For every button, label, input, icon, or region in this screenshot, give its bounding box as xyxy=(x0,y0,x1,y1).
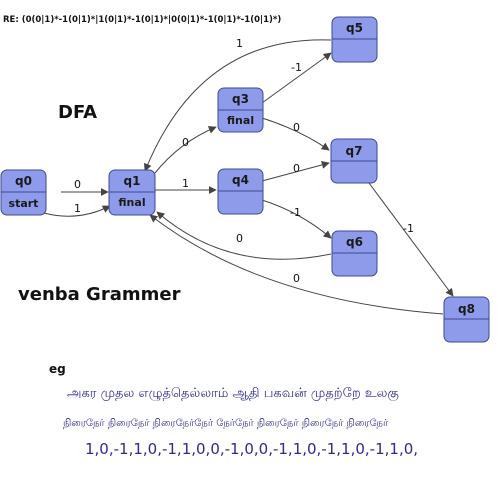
state-q3[interactable]: q3 final xyxy=(217,87,264,133)
state-name: q8 xyxy=(458,302,475,316)
transition-q3-q5-neg1 xyxy=(261,52,332,104)
transition-label: -1 xyxy=(290,206,301,219)
transition-label: 1 xyxy=(236,37,243,50)
state-q6[interactable]: q6 xyxy=(331,230,378,277)
state-tag: start xyxy=(9,197,39,210)
transition-q4-q6-neg1 xyxy=(261,199,332,239)
state-q1[interactable]: q1 final xyxy=(108,169,156,216)
example-meter-pattern: நிரைநேர் நிரைநேர் நிரைநேர்நேர் நேர்நேர் … xyxy=(63,418,389,429)
transition-q5-q1-1 xyxy=(143,39,332,172)
transition-label: 1 xyxy=(74,202,81,215)
state-name: q0 xyxy=(15,174,32,188)
example-label: eg xyxy=(49,362,66,376)
state-tag: final xyxy=(118,196,145,209)
transition-q0-q1-1 xyxy=(43,205,111,217)
transition-label: 0 xyxy=(293,162,300,175)
transitions xyxy=(43,39,454,315)
transition-label: 0 xyxy=(182,136,189,149)
transition-labels: 0 1 0 1 -1 0 0 -1 1 0 -1 0 xyxy=(74,37,414,285)
transition-q6-q1-0 xyxy=(156,211,332,260)
state-name: q3 xyxy=(232,92,249,106)
state-name: q5 xyxy=(346,21,363,35)
example-tamil-verse: அகர முதல எழுத்தெல்லாம் ஆதி பகவன் முதற்றே… xyxy=(67,386,399,401)
transition-q7-q8-neg1 xyxy=(368,182,454,297)
transition-label: 1 xyxy=(182,177,189,190)
state-q4[interactable]: q4 xyxy=(217,168,264,215)
venba-grammar-title: venba Grammer xyxy=(18,284,181,305)
transition-label: -1 xyxy=(403,222,414,235)
state-tag: final xyxy=(227,114,254,127)
states: q0 start q1 final q3 final q4 q5 xyxy=(0,16,490,343)
state-name: q6 xyxy=(346,235,363,249)
transition-label: 0 xyxy=(293,272,300,285)
regex-text: RE: (0(0|1)*-1(0|1)*|1(0|1)*-1(0|1)*|0(0… xyxy=(3,15,282,25)
dfa-title: DFA xyxy=(58,102,98,123)
transition-q8-q1-0 xyxy=(149,214,444,315)
state-q7[interactable]: q7 xyxy=(330,138,378,184)
transition-label: 0 xyxy=(236,232,243,245)
state-q5[interactable]: q5 xyxy=(331,16,378,63)
transition-label: -1 xyxy=(291,61,302,74)
state-name: q4 xyxy=(232,173,249,187)
example-number-sequence: 1,0,-1,1,0,-1,1,0,0,-1,0,0,-1,1,0,-1,1,0… xyxy=(85,440,419,458)
state-q0[interactable]: q0 start xyxy=(0,169,47,216)
state-name: q7 xyxy=(346,144,363,158)
transition-label: 0 xyxy=(74,178,81,191)
transition-q3-q7-0 xyxy=(261,117,330,151)
transition-q1-q3-0 xyxy=(154,126,217,174)
transition-q4-q7-0 xyxy=(261,161,330,182)
transition-label: 0 xyxy=(293,121,300,134)
state-name: q1 xyxy=(124,174,141,188)
state-q8[interactable]: q8 xyxy=(443,296,490,343)
